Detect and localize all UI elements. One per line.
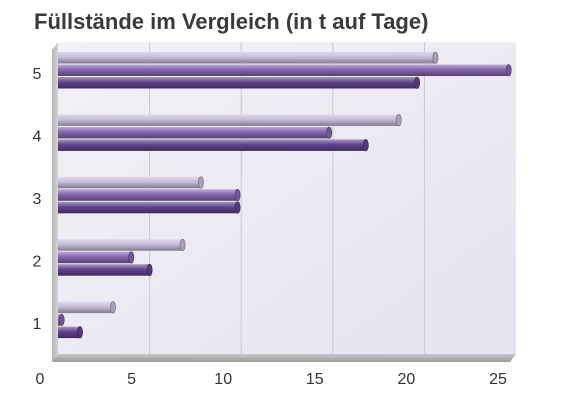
bar (58, 189, 241, 202)
x-tick-labels: 0 5 10 15 20 25 (36, 371, 507, 388)
y-tick-label: 1 (33, 316, 42, 333)
x-tick-label: 10 (214, 371, 232, 388)
x-tick-label: 0 (36, 371, 45, 388)
bar (58, 51, 439, 64)
bar (58, 176, 204, 189)
floor (52, 354, 516, 362)
bar (58, 313, 65, 326)
bar (58, 114, 402, 127)
bar (58, 76, 420, 89)
y-tick-label: 2 (33, 253, 42, 270)
bar (58, 301, 116, 314)
bar (58, 251, 135, 264)
bar (58, 64, 512, 77)
x-tick-label: 5 (127, 371, 136, 388)
bar (58, 139, 369, 152)
left-wall (52, 42, 58, 362)
y-tick-label: 3 (33, 191, 42, 208)
chart-title: Füllstände im Vergleich (in t auf Tage) (34, 9, 429, 34)
x-tick-label: 20 (398, 371, 416, 388)
bars (58, 51, 512, 339)
y-tick-labels: 1 2 3 4 5 (33, 66, 42, 333)
x-tick-label: 25 (489, 371, 507, 388)
bar (58, 263, 153, 277)
y-tick-label: 5 (33, 66, 42, 83)
y-tick-label: 4 (33, 129, 42, 146)
bar (58, 201, 241, 214)
x-tick-label: 15 (306, 371, 324, 388)
bar (58, 326, 83, 339)
bar (58, 238, 186, 251)
bar (58, 126, 333, 139)
